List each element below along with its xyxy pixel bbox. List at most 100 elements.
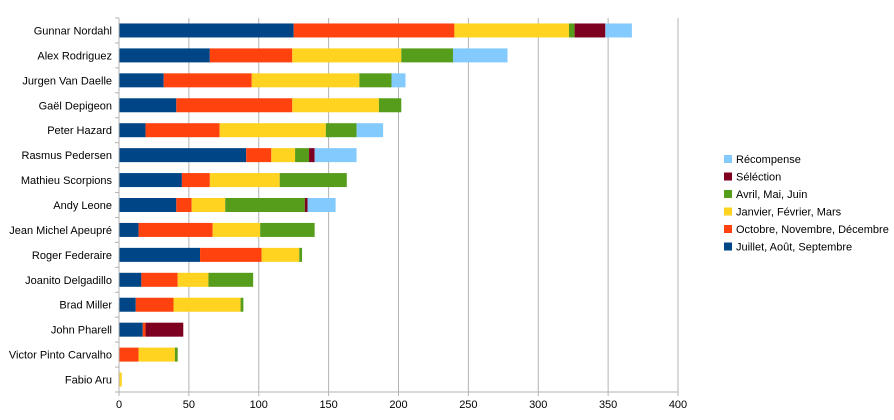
bar-segment-janvier-fevrier-mars (271, 148, 296, 163)
x-tick-label: 50 (183, 399, 195, 411)
bar-segment-juillet-aout-septembre (119, 322, 143, 337)
bar-stack-jean-michel-apeupre (119, 222, 315, 237)
bar-stack-brad-miller (119, 297, 244, 312)
category-label: Mathieu Scorpions (21, 175, 113, 187)
x-tick-label: 200 (389, 399, 407, 411)
bar-segment-octobre-novembre-decembre (246, 148, 272, 163)
bar-stack-mathieu-scorpions (119, 173, 347, 188)
bar-segment-janvier-fevrier-mars (119, 372, 122, 387)
legend-item-recompense: Récompense (724, 154, 801, 166)
legend-item-janvier-fevrier-mars: Janvier, Février, Mars (724, 207, 842, 219)
category-label: Jurgen Van Daelle (22, 75, 112, 87)
legend-item-avril-mai-juin: Avril, Mai, Juin (724, 189, 807, 201)
legend-swatch (724, 155, 732, 163)
category-label: Gaël Depigeon (39, 100, 112, 112)
bar-stack-roger-federaire (119, 247, 303, 262)
bar-segment-octobre-novembre-decembre (141, 272, 178, 287)
bar-segment-janvier-fevrier-mars (292, 48, 402, 63)
bar-segment-recompense (391, 73, 406, 88)
bar-segment-selection (574, 23, 606, 38)
legend-label: Séléction (736, 172, 781, 184)
bar-segment-janvier-fevrier-mars (212, 222, 261, 237)
bar-segment-avril-mai-juin (401, 48, 454, 63)
bar-segment-juillet-aout-septembre (119, 148, 247, 163)
bar-segment-avril-mai-juin (279, 173, 347, 188)
bar-stack-rasmus-pedersen (119, 148, 357, 163)
x-tick-label: 400 (669, 399, 687, 411)
legend-label: Octobre, Novembre, Décembre (736, 224, 889, 236)
legend-swatch (724, 207, 732, 216)
bar-segment-janvier-fevrier-mars (209, 173, 280, 188)
bar-stack-fabio-aru (119, 372, 122, 387)
x-tick-label: 350 (599, 399, 617, 411)
bar-segment-juillet-aout-septembre (119, 198, 177, 212)
x-tick-label: 300 (529, 399, 547, 411)
bar-segment-avril-mai-juin (208, 272, 254, 287)
bar-segment-janvier-fevrier-mars (454, 23, 569, 38)
category-label: Brad Miller (59, 300, 112, 312)
bar-segment-janvier-fevrier-mars (173, 297, 241, 312)
bar-segment-octobre-novembre-decembre (293, 23, 455, 38)
bar-segment-octobre-novembre-decembre (176, 198, 192, 212)
bar-segment-recompense (314, 148, 357, 163)
x-tick-labels: 0 50 100 150 200 250 300 350 400 (116, 399, 687, 411)
bar-stack-jurgen-van-daelle (119, 73, 406, 88)
bar-segment-janvier-fevrier-mars (261, 247, 300, 262)
bar-segment-selection (145, 322, 184, 337)
category-label: Roger Federaire (32, 250, 112, 262)
bar-segment-avril-mai-juin (295, 148, 310, 163)
bar-segment-octobre-novembre-decembre (181, 173, 210, 188)
legend-swatch (724, 242, 732, 251)
bar-stack-peter-hazard (119, 123, 384, 138)
bar-segment-janvier-fevrier-mars (219, 123, 326, 138)
bar-segment-octobre-novembre-decembre (176, 98, 293, 113)
category-label: Jean Michel Apeupré (9, 225, 112, 237)
bar-stack-victor-pinto-carvalho (119, 347, 178, 362)
bar-segment-octobre-novembre-decembre (138, 222, 213, 237)
bar-segment-juillet-aout-septembre (119, 173, 182, 188)
category-label: Alex Rodriguez (37, 50, 112, 62)
bar-segment-avril-mai-juin (359, 73, 392, 88)
bar-segment-juillet-aout-septembre (119, 272, 142, 287)
bar-segment-janvier-fevrier-mars (292, 98, 379, 113)
bar-segment-avril-mai-juin (225, 198, 305, 212)
bar-segment-avril-mai-juin (378, 98, 402, 113)
bar-segment-janvier-fevrier-mars (251, 73, 360, 88)
legend-item-octobre-novembre-decembre: Octobre, Novembre, Décembre (724, 224, 889, 236)
bar-segment-selection (304, 198, 308, 212)
bar-segment-octobre-novembre-decembre (200, 247, 262, 262)
bar-segment-octobre-novembre-decembre (135, 297, 174, 312)
bar-segment-juillet-aout-septembre (119, 98, 177, 113)
bar-segment-avril-mai-juin (174, 347, 178, 362)
category-label: Joanito Delgadillo (25, 275, 112, 287)
bar-segment-avril-mai-juin (325, 123, 357, 138)
bar-segment-avril-mai-juin (299, 247, 303, 262)
bar-segment-juillet-aout-septembre (119, 23, 294, 38)
legend-swatch (724, 225, 732, 233)
legend-label: Juillet, Août, Septembre (736, 242, 852, 254)
bar-segment-octobre-novembre-decembre (163, 73, 252, 88)
category-label: Gunnar Nordahl (34, 25, 112, 37)
legend-label: Récompense (736, 154, 801, 166)
bar-segment-octobre-novembre-decembre (145, 123, 220, 138)
bar-segment-janvier-fevrier-mars (191, 198, 226, 212)
bar-stack-gael-depigeon (119, 98, 402, 113)
bar-segment-janvier-fevrier-mars (138, 347, 175, 362)
category-label: Rasmus Pedersen (22, 150, 113, 162)
category-label: Fabio Aru (65, 375, 112, 387)
bar-segment-avril-mai-juin (260, 222, 315, 237)
bar-segment-juillet-aout-septembre (119, 222, 139, 237)
category-label: Peter Hazard (47, 125, 112, 137)
legend: Récompense Séléction Avril, Mai, Juin Janvi… (724, 154, 889, 254)
bar-segment-juillet-aout-septembre (119, 297, 136, 312)
bar-segment-recompense (453, 48, 508, 63)
bar-segment-juillet-aout-septembre (119, 123, 146, 138)
bar-segment-recompense (307, 198, 336, 212)
axes (115, 17, 678, 393)
bar-segment-octobre-novembre-decembre (119, 347, 139, 362)
bar-segment-octobre-novembre-decembre (142, 322, 146, 337)
bar-segment-juillet-aout-septembre (119, 73, 164, 88)
bar-segment-selection (309, 148, 315, 163)
bar-segment-avril-mai-juin (568, 23, 575, 38)
